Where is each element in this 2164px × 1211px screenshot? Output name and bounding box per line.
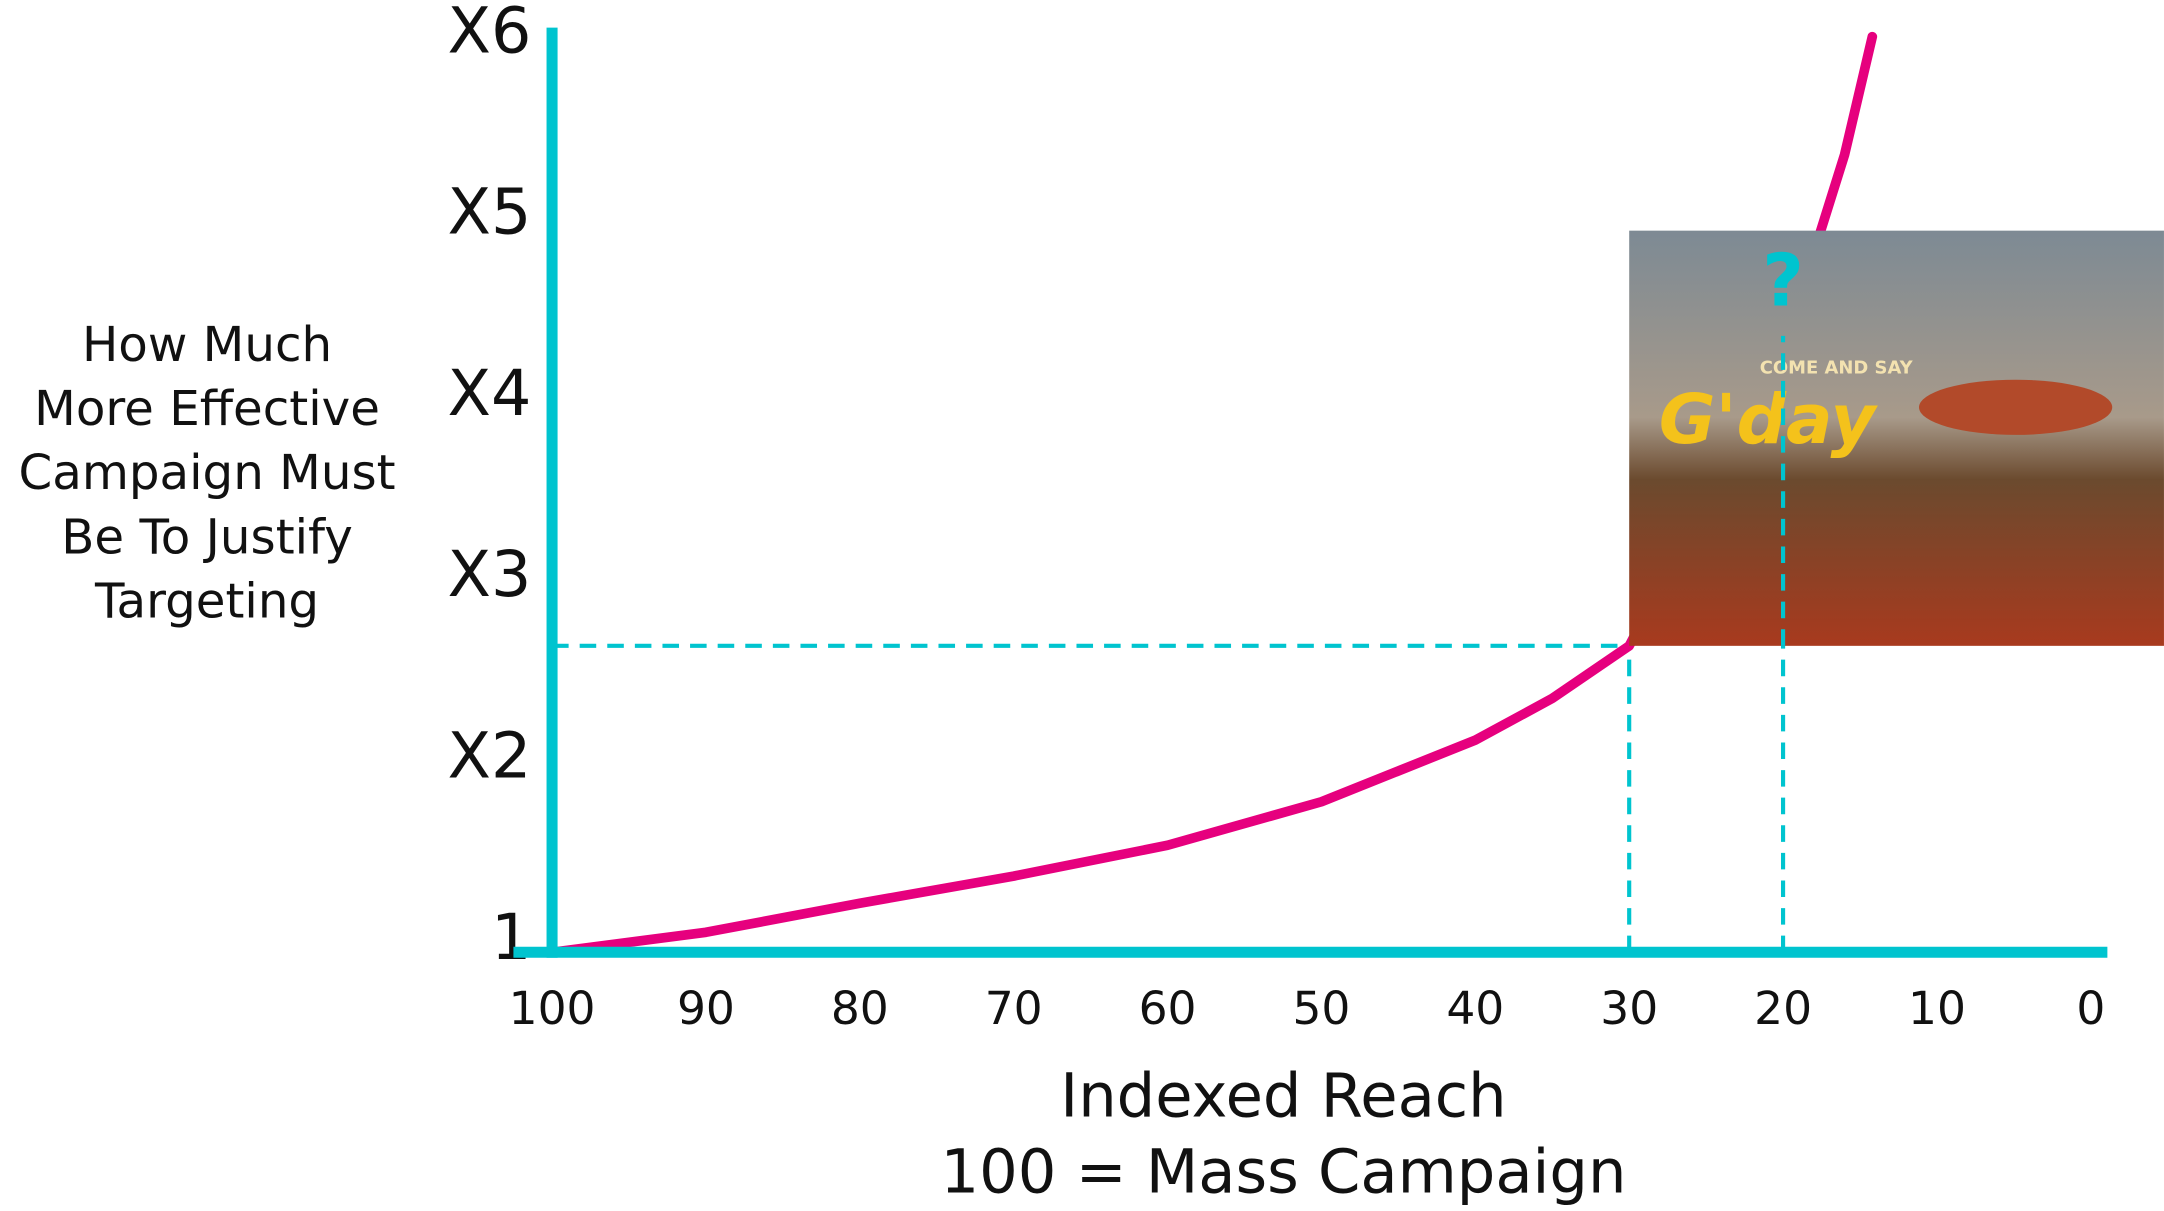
x-tick-label: 30	[1600, 982, 1658, 1035]
y-tick-label: X2	[447, 718, 531, 792]
y-axis-title: Be To Justify	[61, 509, 353, 565]
x-tick-label: 70	[985, 982, 1043, 1035]
x-tick-label: 20	[1754, 982, 1812, 1035]
chart: 1X2X3X4X5X61009080706050403020100How Muc…	[0, 0, 2164, 1211]
y-tick-label: X3	[447, 537, 531, 611]
photo-rock	[1919, 380, 2112, 435]
x-axis-title: 100 = Mass Campaign	[941, 1137, 1627, 1207]
y-axis-title: More Effective	[34, 381, 380, 437]
x-axis-title: Indexed Reach	[1060, 1061, 1506, 1131]
x-tick-label: 80	[831, 982, 889, 1035]
x-tick-label: 50	[1292, 982, 1350, 1035]
y-axis-title: Campaign Must	[19, 445, 396, 501]
annotation: ?	[1762, 238, 1804, 322]
photo-caption: G'day	[1659, 380, 1879, 460]
y-tick-label: X5	[447, 175, 531, 249]
y-axis-title: How Much	[82, 317, 332, 373]
y-tick-label: 1	[491, 900, 531, 974]
x-tick-label: 10	[1908, 982, 1966, 1035]
y-tick-label: X4	[447, 356, 531, 430]
x-tick-label: 40	[1446, 982, 1504, 1035]
x-tick-label: 90	[677, 982, 735, 1035]
x-tick-label: 0	[2076, 982, 2105, 1035]
x-tick-label: 60	[1139, 982, 1197, 1035]
y-axis-title: Targeting	[94, 573, 319, 629]
y-tick-label: X6	[447, 0, 531, 67]
x-tick-label: 100	[509, 982, 596, 1035]
